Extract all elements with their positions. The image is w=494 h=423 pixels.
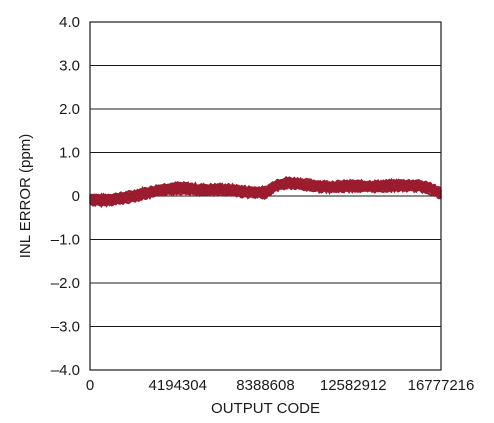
- data-series: [89, 175, 442, 209]
- y-tick-label: 0: [72, 188, 80, 205]
- y-tick-labels: –4.0 –3.0 –2.0 –1.0 0 1.0 2.0 3.0 4.0: [51, 14, 80, 379]
- x-axis-label: OUTPUT CODE: [211, 400, 320, 417]
- inl-error-lower-edge: [89, 186, 442, 209]
- y-axis-label: INL ERROR (ppm): [17, 134, 34, 258]
- y-tick-label: –4.0: [51, 362, 80, 379]
- y-tick-label: –1.0: [51, 232, 80, 249]
- x-tick-label: 12582912: [320, 377, 387, 394]
- y-tick-label: –3.0: [51, 319, 80, 336]
- inl-error-upper-edge: [89, 175, 442, 199]
- y-tick-label: –2.0: [51, 275, 80, 292]
- y-tick-label: 1.0: [59, 145, 80, 162]
- x-tick-label: 4194304: [149, 377, 207, 394]
- plot-frame: [89, 21, 442, 371]
- y-tick-label: 3.0: [59, 58, 80, 75]
- x-tick-label: 0: [86, 377, 94, 394]
- y-tick-label: 2.0: [59, 101, 80, 118]
- x-tick-label: 8388608: [236, 377, 294, 394]
- x-tick-labels: 0 4194304 8388608 12582912 16777216: [86, 377, 475, 394]
- y-tick-label: 4.0: [59, 14, 80, 31]
- x-tick-label: 16777216: [408, 377, 475, 394]
